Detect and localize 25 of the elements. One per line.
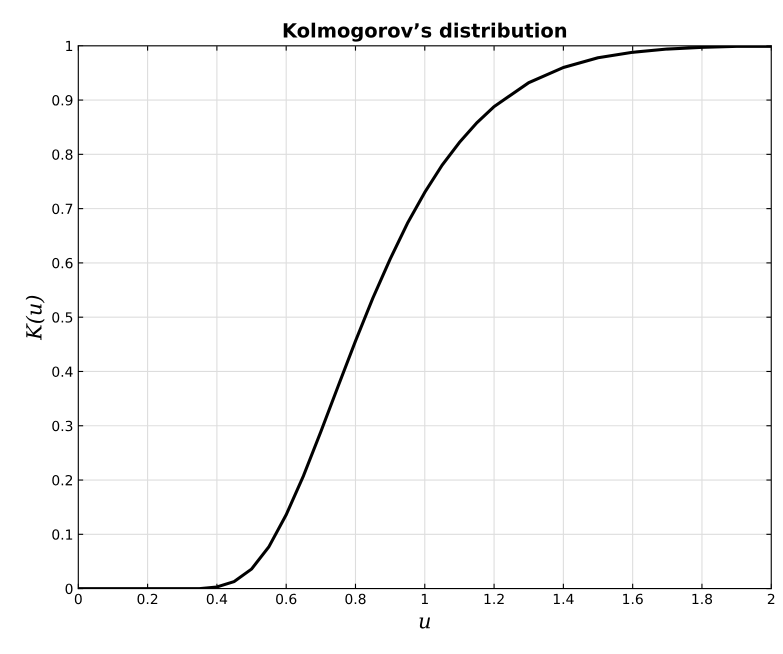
chart-title: Kolmogorov’s distribution (284, 22, 566, 42)
y-tick-label: 0.8 (52, 149, 72, 160)
x-tick-label: 1.8 (692, 594, 712, 604)
x-tick-label: 0 (74, 594, 82, 604)
x-tick-label: 0.2 (137, 594, 158, 604)
y-tick-label: 0.4 (52, 366, 73, 377)
x-tick-label: 0.8 (345, 594, 366, 604)
y-tick-label: 0 (66, 584, 73, 594)
y-tick-label: 0.7 (52, 204, 72, 214)
y-tick-label: 1 (66, 40, 72, 52)
x-tick-label: 0.6 (276, 594, 296, 604)
x-tick-label: 1.6 (623, 594, 643, 604)
y-tick-label: 0.6 (52, 258, 73, 268)
x-axis-title: u (419, 617, 430, 629)
y-tick-label: 0.1 (52, 529, 72, 540)
y-tick-label: 0.2 (52, 475, 72, 486)
x-tick-label: 0.4 (206, 594, 228, 604)
x-tick-label: 1 (422, 594, 428, 604)
y-tick-label: 0.3 (52, 420, 72, 432)
y-tick-label: 0.5 (52, 312, 72, 323)
y-axis-title: K(u) (26, 296, 45, 340)
x-tick-label: 1.4 (554, 594, 574, 604)
x-tick-label: 1.2 (484, 594, 504, 604)
x-tick-label: 2 (768, 594, 774, 604)
y-tick-label: 0.9 (52, 95, 72, 106)
